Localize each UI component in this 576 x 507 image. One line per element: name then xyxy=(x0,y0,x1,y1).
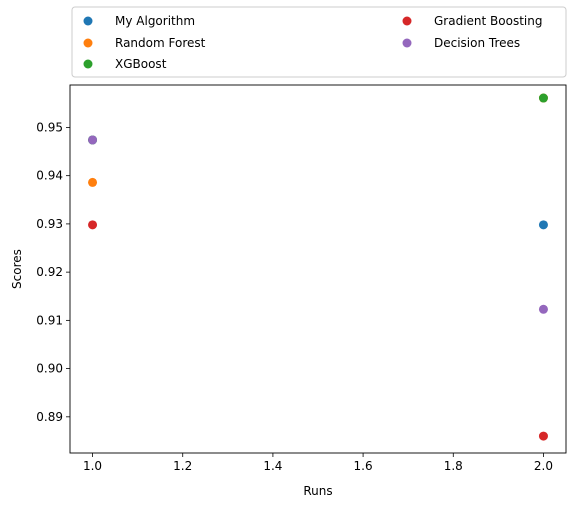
point-gradient-boosting xyxy=(538,431,548,441)
data-points xyxy=(88,93,548,441)
y-tick-label: 0.92 xyxy=(36,265,63,279)
point-decision-trees xyxy=(88,135,98,145)
legend-label: My Algorithm xyxy=(115,14,195,28)
point-decision-trees xyxy=(538,304,548,314)
legend-label: XGBoost xyxy=(115,57,167,71)
x-axis: 1.0 1.2 1.4 1.6 1.8 2.0 xyxy=(83,453,553,473)
y-tick-label: 0.91 xyxy=(36,313,63,327)
legend: My Algorithm Random Forest XGBoost Gradient… xyxy=(71,6,567,78)
legend-label: Random Forest xyxy=(115,36,206,50)
point-my-algorithm xyxy=(538,220,548,230)
point-gradient-boosting xyxy=(88,220,98,230)
point-random-forest xyxy=(88,177,98,187)
x-tick-label: 1.6 xyxy=(354,459,373,473)
y-tick-label: 0.94 xyxy=(36,169,63,183)
legend-marker xyxy=(83,59,93,69)
x-tick-label: 2.0 xyxy=(534,459,553,473)
x-axis-label: Runs xyxy=(303,484,332,498)
legend-marker xyxy=(402,38,412,48)
legend-item-gradient-boosting: Gradient Boosting xyxy=(402,14,542,28)
legend-item-decision-trees: Decision Trees xyxy=(402,36,520,50)
y-tick-label: 0.95 xyxy=(36,120,63,134)
legend-frame xyxy=(71,6,567,78)
point-xgboost xyxy=(538,93,548,103)
y-tick-label: 0.89 xyxy=(36,410,63,424)
y-tick-label: 0.93 xyxy=(36,217,63,231)
x-tick-label: 1.2 xyxy=(173,459,192,473)
legend-marker xyxy=(83,16,93,26)
legend-label: Gradient Boosting xyxy=(434,14,542,28)
legend-item-random-forest: Random Forest xyxy=(83,36,206,50)
legend-item-my-algorithm: My Algorithm xyxy=(83,14,195,28)
y-axis-label: Scores xyxy=(10,249,24,289)
plot-frame xyxy=(69,84,567,454)
x-tick-label: 1.0 xyxy=(83,459,102,473)
x-tick-label: 1.8 xyxy=(444,459,463,473)
y-tick-label: 0.90 xyxy=(36,362,63,376)
y-axis: 0.89 0.90 0.91 0.92 0.93 0.94 0.95 xyxy=(36,120,70,424)
legend-marker xyxy=(402,16,412,26)
x-tick-label: 1.4 xyxy=(263,459,282,473)
legend-item-xgboost: XGBoost xyxy=(83,57,167,71)
legend-marker xyxy=(83,38,93,48)
legend-label: Decision Trees xyxy=(434,36,520,50)
